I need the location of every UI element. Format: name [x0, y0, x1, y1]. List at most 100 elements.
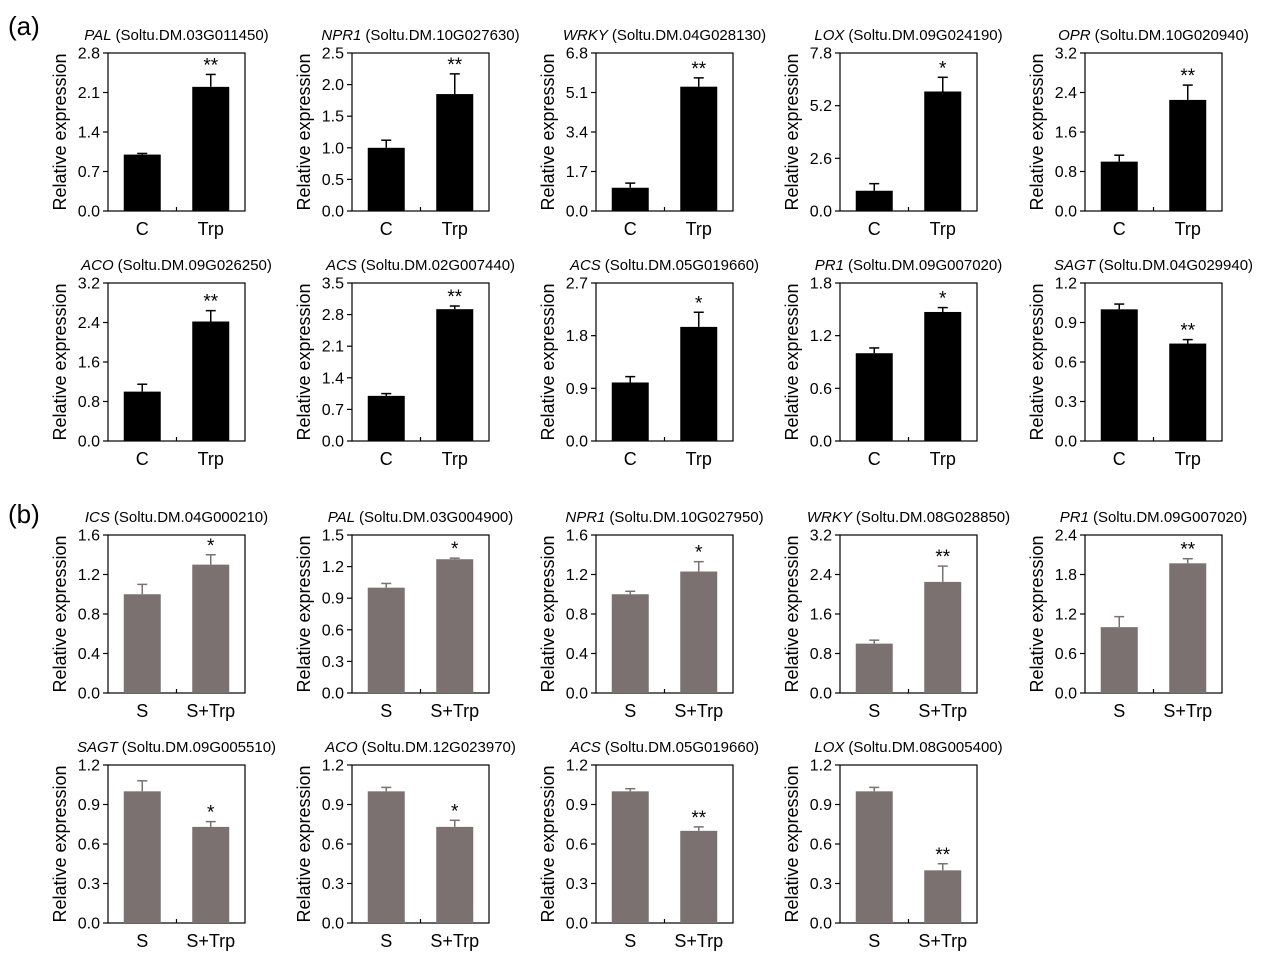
- x-tick-label: C: [624, 219, 637, 239]
- y-tick-label: 0.8: [1055, 164, 1077, 181]
- y-tick-label: 2.1: [78, 85, 100, 102]
- chart-title: ACO (Soltu.DM.09G026250): [80, 257, 272, 274]
- x-tick-label: Trp: [1175, 449, 1201, 469]
- bar-c: [1100, 161, 1138, 211]
- bar-s: [611, 791, 649, 923]
- gene-id: (Soltu.DM.10G027950): [609, 509, 763, 526]
- x-tick-label: S: [136, 701, 148, 721]
- y-tick-label: 0.8: [566, 607, 588, 624]
- y-tick-label: 1.4: [78, 125, 100, 142]
- x-tick-label: C: [1113, 449, 1126, 469]
- y-tick-label: 3.4: [566, 125, 588, 142]
- bar-trp: [192, 321, 230, 441]
- bar-s: [855, 791, 893, 923]
- x-tick-label: S: [380, 931, 392, 951]
- chart-pal-1: 0.0 0.7 1.4 2.1 2.8 Relative expression PAL (So…: [50, 27, 269, 239]
- y-tick-label: 0.6: [322, 622, 344, 639]
- x-tick-label: Trp: [1175, 219, 1201, 239]
- y-tick-label: 3.2: [810, 528, 832, 545]
- chart-lox-19: 0.0 0.3 0.6 0.9 1.2 Relative expression LOX (So…: [782, 739, 1003, 951]
- y-tick-label: 0.0: [78, 686, 100, 703]
- gene-id: (Soltu.DM.09G024190): [848, 27, 1002, 44]
- significance-marker: **: [935, 547, 950, 568]
- bar-s-trp: [192, 826, 230, 923]
- y-tick-label: 0.0: [566, 686, 588, 703]
- y-tick-label: 0.8: [810, 646, 832, 663]
- y-axis-label: Relative expression: [782, 765, 802, 922]
- y-axis-label: Relative expression: [1027, 53, 1047, 210]
- y-tick-label: 1.2: [78, 567, 100, 584]
- y-tick-label: 1.8: [810, 276, 832, 293]
- y-tick-label: 1.2: [1055, 607, 1077, 624]
- x-tick-label: S+Trp: [1163, 701, 1212, 721]
- chart-title: PAL (Soltu.DM.03G004900): [328, 509, 514, 526]
- bar-c: [855, 353, 893, 441]
- chart-title: PAL (Soltu.DM.03G011450): [84, 27, 268, 44]
- y-tick-label: 3.2: [78, 276, 100, 293]
- y-tick-label: 1.5: [322, 528, 344, 545]
- chart-title: SAGT (Soltu.DM.04G029940): [1054, 257, 1253, 274]
- significance-marker: **: [1180, 321, 1195, 342]
- gene-name: PR1: [815, 257, 844, 274]
- gene-name: PAL: [84, 27, 111, 44]
- y-tick-label: 2.8: [78, 46, 100, 63]
- y-tick-label: 2.4: [78, 315, 100, 332]
- chart-aco-17: 0.0 0.3 0.6 0.9 1.2 Relative expression ACO (So…: [294, 739, 516, 951]
- y-tick-label: 0.6: [1055, 355, 1077, 372]
- y-axis-label: Relative expression: [782, 535, 802, 692]
- y-tick-label: 0.0: [78, 434, 100, 451]
- y-tick-label: 0.7: [322, 402, 344, 419]
- chart-title: PR1 (Soltu.DM.09G007020): [1060, 509, 1247, 526]
- y-tick-label: 0.4: [566, 646, 588, 663]
- x-tick-label: S: [868, 701, 880, 721]
- bar-c: [855, 190, 893, 211]
- bar-s: [855, 643, 893, 693]
- gene-id: (Soltu.DM.09G007020): [1093, 509, 1247, 526]
- bar-s: [367, 587, 405, 693]
- chart-sagt-16: 0.0 0.3 0.6 0.9 1.2 Relative expression SAGT (S…: [50, 739, 276, 951]
- gene-name: ACO: [80, 257, 114, 274]
- significance-marker: **: [1180, 66, 1195, 87]
- significance-marker: **: [203, 55, 218, 76]
- y-tick-label: 0.0: [322, 434, 344, 451]
- bar-trp: [924, 311, 962, 441]
- gene-id: (Soltu.DM.05G019660): [605, 257, 759, 274]
- chart-title: LOX (Soltu.DM.09G024190): [814, 27, 1002, 44]
- bar-s-trp: [436, 826, 474, 923]
- bar-trp: [436, 94, 474, 211]
- y-axis-label: Relative expression: [50, 535, 70, 692]
- x-tick-label: S+Trp: [430, 931, 479, 951]
- bar-trp: [924, 91, 962, 211]
- gene-id: (Soltu.DM.08G028850): [856, 509, 1010, 526]
- y-tick-label: 1.0: [322, 140, 344, 157]
- bar-s: [123, 791, 161, 923]
- x-tick-label: Trp: [686, 449, 712, 469]
- significance-marker: *: [695, 543, 703, 564]
- y-tick-label: 3.2: [1055, 46, 1077, 63]
- x-tick-label: Trp: [442, 219, 468, 239]
- gene-id: (Soltu.DM.05G019660): [605, 739, 759, 756]
- x-tick-label: Trp: [198, 219, 224, 239]
- y-tick-label: 2.4: [1055, 528, 1077, 545]
- chart-lox-4: 0.0 2.6 5.2 7.8 Relative expression LOX (Soltu…: [782, 27, 1003, 239]
- significance-marker: *: [695, 293, 703, 314]
- y-tick-label: 2.4: [810, 567, 832, 584]
- y-axis-label: Relative expression: [294, 765, 314, 922]
- x-tick-label: S+Trp: [430, 701, 479, 721]
- y-tick-label: 5.1: [566, 85, 588, 102]
- chart-title: ICS (Soltu.DM.04G000210): [85, 509, 268, 526]
- chart-acs-18: 0.0 0.3 0.6 0.9 1.2 Relative expression ACS (So…: [538, 739, 759, 951]
- x-tick-label: Trp: [198, 449, 224, 469]
- gene-name: OPR: [1058, 27, 1091, 44]
- chart-aco-6: 0.0 0.8 1.6 2.4 3.2 Relative expression ACO (So…: [50, 257, 272, 469]
- y-axis-label: Relative expression: [50, 283, 70, 440]
- bar-s: [1100, 627, 1138, 693]
- significance-marker: *: [207, 803, 215, 824]
- y-tick-label: 2.5: [322, 46, 344, 63]
- y-tick-label: 1.5: [322, 109, 344, 126]
- gene-name: ACS: [569, 739, 601, 756]
- y-tick-label: 2.8: [322, 307, 344, 324]
- y-tick-label: 0.0: [810, 686, 832, 703]
- gene-name: PR1: [1060, 509, 1089, 526]
- bar-s-trp: [924, 581, 962, 693]
